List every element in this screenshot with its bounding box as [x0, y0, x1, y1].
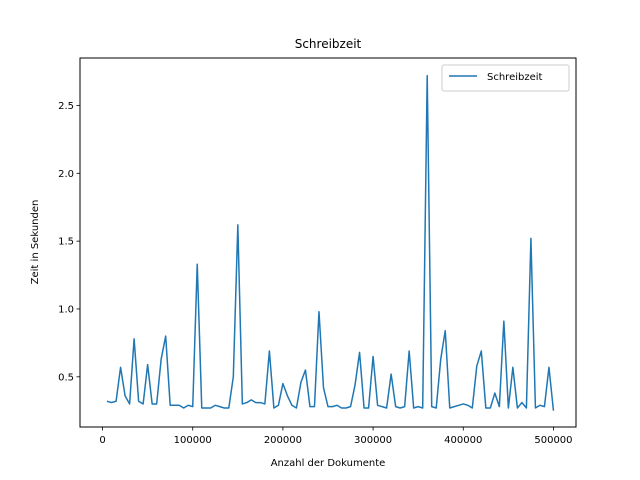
legend-box	[441, 64, 570, 92]
x-tick-label: 300000	[354, 435, 392, 446]
x-tick-label: 100000	[174, 435, 212, 446]
y-tick-label: 2.0	[58, 169, 74, 180]
chart-title: Schreibzeit	[295, 37, 362, 51]
x-tick-label: 400000	[444, 435, 482, 446]
y-axis-label: Zeit in Sekunden	[30, 200, 41, 285]
y-tick-label: 0.5	[58, 372, 74, 383]
x-tick-label: 500000	[534, 435, 572, 446]
plot-area	[80, 58, 576, 427]
x-tick-label: 0	[99, 435, 105, 446]
y-tick-label: 1.5	[58, 237, 74, 248]
legend-label: Schreibzeit	[487, 72, 543, 83]
axes-background	[80, 58, 576, 427]
axes-frame	[79, 57, 577, 428]
series-layer	[106, 74, 555, 411]
x-tick-label: 200000	[264, 435, 302, 446]
y-tick-label: 1.0	[58, 304, 74, 315]
y-axis-ticks: 0.5 1.0 1.5 2.0 2.5	[58, 101, 80, 383]
series-line-schreibzeit	[106, 74, 555, 411]
legend: Schreibzeit	[441, 64, 570, 92]
x-axis-label: Anzahl der Dokumente	[271, 458, 386, 469]
y-tick-label: 2.5	[58, 101, 74, 112]
x-axis-ticks: 0 100000 200000 300000 400000 500000	[99, 427, 573, 446]
